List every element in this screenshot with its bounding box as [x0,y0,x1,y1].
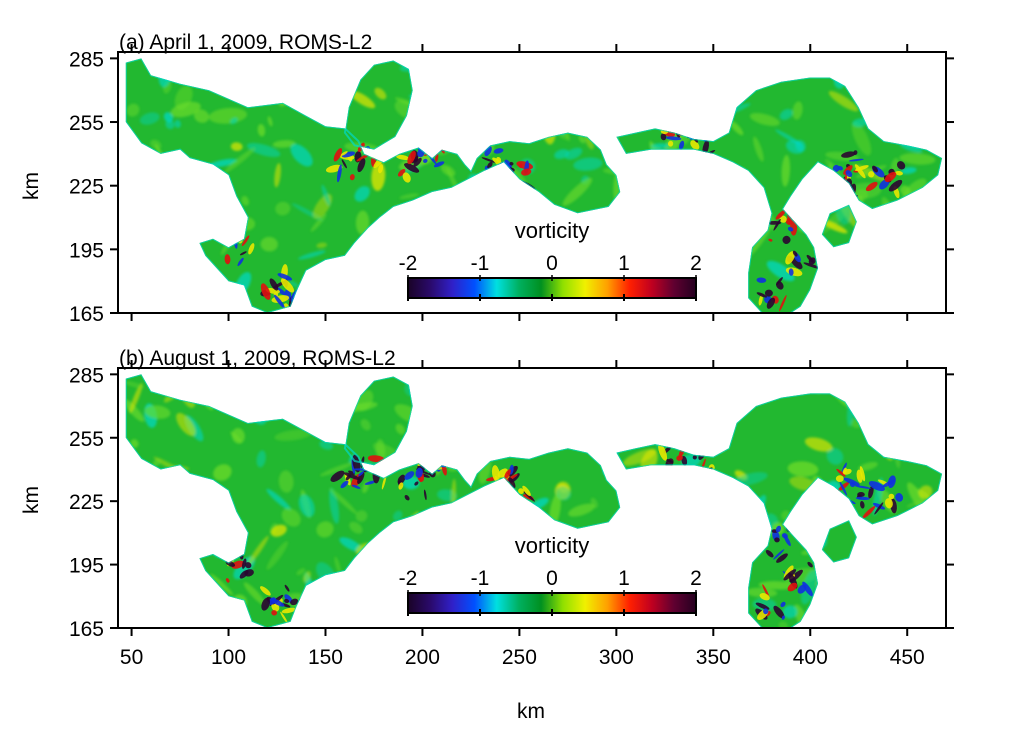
panel-b-title: (b) August 1, 2009, ROMS-L2 [119,347,396,370]
panel-b: (b) August 1, 2009, ROMS-L2 50 100 150 200 2… [20,347,954,723]
x-tick-label: 450 [890,646,925,669]
panel-b-ylabel: km [20,486,43,514]
colorbar-tick-label: -2 [399,252,418,275]
y-tick-label: 195 [69,239,104,262]
panel-a-title: (a) April 1, 2009, ROMS-L2 [119,31,372,54]
x-tick-label: 300 [599,646,634,669]
x-tick-label: 250 [502,646,537,669]
x-tick-label: 350 [696,646,731,669]
panel-b-colorbar: vorticity -2 -1 0 1 2 [399,533,702,616]
panel-a-yticks: 165 195 225 255 285 [69,48,954,326]
panel-a-frame [117,51,947,314]
x-tick-label: 100 [211,646,246,669]
y-tick-label: 225 [69,176,104,199]
panel-a-ylabel: km [20,172,43,200]
colorbar-tick-label: 1 [618,567,630,590]
colorbar-label: vorticity [515,533,590,558]
x-tick-label: 50 [120,646,143,669]
panel-b-frame [117,367,947,629]
panel-b-xticks: 50 100 150 200 250 300 350 400 450 [120,360,925,669]
colorbar-tick-label: -2 [399,567,418,590]
colorbar-tick-label: 2 [690,252,702,275]
colorbar-label: vorticity [515,218,590,243]
y-tick-label: 255 [69,428,104,451]
x-tick-label: 150 [308,646,343,669]
y-tick-label: 285 [69,364,104,387]
colorbar-tick-label: -1 [471,252,490,275]
water-base [125,58,943,313]
y-tick-label: 255 [69,112,104,135]
panel-b-yticks: 165 195 225 255 285 [69,364,954,641]
y-tick-label: 165 [69,303,104,326]
x-tick-label: 400 [793,646,828,669]
panel-b-xlabel: km [517,700,545,723]
panel-a: (a) April 1, 2009, ROMS-L2 165 195 225 255 2… [20,31,954,326]
colorbar-tick-label: 0 [546,567,558,590]
colorbar-tick-label: -1 [471,567,490,590]
y-tick-label: 165 [69,618,104,641]
y-tick-label: 225 [69,491,104,514]
colorbar-tick-label: 0 [546,252,558,275]
colorbar-tick-label: 1 [618,252,630,275]
x-tick-label: 200 [405,646,440,669]
panel-a-colorbar: vorticity -2 -1 0 1 2 [399,218,702,301]
y-tick-label: 285 [69,48,104,71]
colorbar-tick-label: 2 [690,567,702,590]
y-tick-label: 195 [69,555,104,578]
panel-a-xticks [130,44,909,321]
